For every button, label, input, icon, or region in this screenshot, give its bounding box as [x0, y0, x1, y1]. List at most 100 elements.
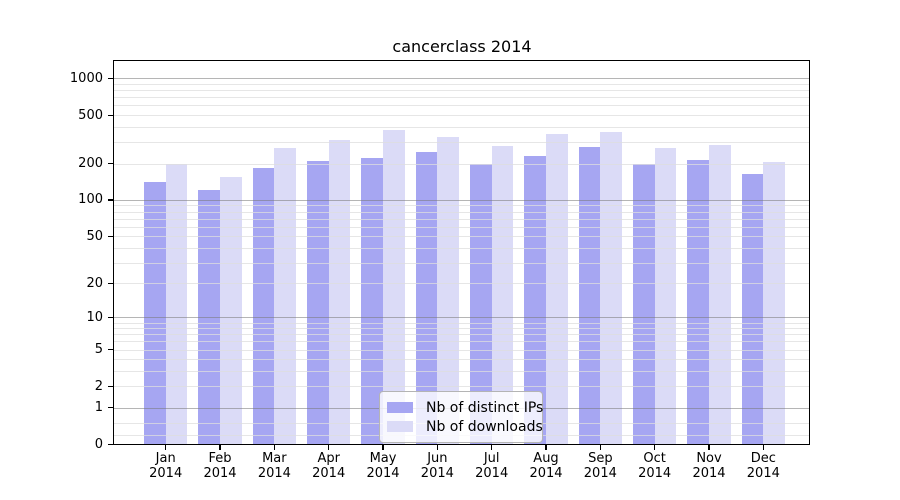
x-tick-label-month: Mar: [262, 451, 287, 466]
y-tick-label: 100: [78, 192, 103, 208]
bar-downloads-dec: [763, 162, 786, 445]
gridline-minor: [113, 359, 810, 361]
y-tick-mark: [108, 407, 113, 409]
gridline-minor: [113, 97, 810, 99]
bar-ips-dec: [741, 173, 764, 445]
gridline-minor: [113, 236, 810, 238]
gridline-minor: [113, 334, 810, 336]
gridline-minor: [113, 262, 810, 264]
x-tick-mark: [273, 445, 275, 450]
x-tick-mark: [491, 445, 493, 450]
x-tick-label-year: 2014: [203, 466, 237, 481]
x-tick-label-month: Jan: [155, 451, 176, 466]
legend-swatch-downloads: [387, 421, 413, 432]
gridline-major: [113, 317, 810, 319]
x-tick-label-month: Sep: [588, 451, 613, 466]
legend: Nb of distinct IPs Nb of downloads: [379, 391, 543, 443]
bar-downloads-sep: [600, 131, 623, 445]
x-tick-label-year: 2014: [475, 466, 509, 481]
y-tick-label: 50: [86, 228, 103, 244]
x-tick-label-month: Nov: [696, 451, 722, 466]
x-tick-mark: [328, 445, 330, 450]
gridline-minor: [113, 341, 810, 343]
bar-ips-may: [361, 158, 383, 445]
x-tick-mark: [165, 445, 167, 450]
gridline-minor: [113, 105, 810, 107]
bar-ips-apr: [306, 160, 329, 445]
x-tick-label-year: 2014: [312, 466, 346, 481]
x-tick-label-month: Oct: [643, 451, 666, 466]
gridline-minor: [113, 283, 810, 285]
bar-downloads-may: [383, 129, 405, 445]
gridline-minor: [113, 322, 810, 324]
legend-row-distinct-ips: Nb of distinct IPs: [387, 398, 543, 417]
y-tick-mark: [108, 199, 113, 201]
x-tick-mark: [708, 445, 710, 450]
x-tick-mark: [599, 445, 601, 450]
y-tick-mark: [108, 77, 113, 80]
y-tick-label: 20: [86, 275, 103, 291]
gridline-minor: [113, 218, 810, 220]
gridline-major: [113, 78, 810, 80]
bar-downloads-jun: [437, 137, 460, 445]
x-tick-label-year: 2014: [257, 466, 291, 481]
bar-downloads-jul: [491, 145, 514, 445]
bar-ips-jul: [469, 163, 492, 445]
y-tick-mark: [108, 349, 113, 351]
x-tick-label-year: 2014: [746, 466, 780, 481]
gridline-minor: [113, 371, 810, 373]
bar-downloads-apr: [328, 139, 351, 445]
y-tick-mark: [108, 316, 113, 319]
y-tick-label: 2: [94, 378, 103, 394]
x-tick-label-month: Aug: [533, 451, 559, 466]
gridline-minor: [113, 90, 810, 92]
gridline-minor: [113, 247, 810, 249]
gridline-minor: [113, 142, 810, 144]
bar-downloads-oct: [654, 147, 677, 445]
gridline-minor: [113, 84, 810, 86]
gridline-major: [113, 199, 810, 201]
legend-label: Nb of distinct IPs: [426, 399, 544, 416]
bar-downloads-aug: [546, 133, 568, 445]
x-tick-label-month: Dec: [750, 451, 776, 466]
y-tick-label: 1000: [69, 70, 103, 86]
y-tick-mark: [108, 235, 113, 237]
y-tick-label: 1: [94, 400, 103, 416]
chart-title: cancerclass 2014: [392, 37, 532, 56]
x-tick-label-year: 2014: [420, 466, 454, 481]
x-tick-label-year: 2014: [583, 466, 617, 481]
x-tick-mark: [382, 445, 384, 450]
gridline-minor: [113, 205, 810, 207]
x-tick-mark: [654, 445, 656, 450]
x-tick-mark: [762, 445, 764, 450]
gridline-minor: [113, 328, 810, 330]
y-tick-mark: [108, 114, 113, 116]
bar-downloads-jan: [165, 163, 188, 445]
y-tick-mark: [108, 163, 113, 165]
bar-downloads-nov: [709, 144, 731, 445]
legend-label: Nb of downloads: [426, 418, 543, 435]
y-tick-label: 10: [86, 309, 103, 325]
gridline-minor: [113, 226, 810, 228]
y-tick-label: 200: [78, 156, 103, 171]
x-tick-label-month: Jul: [483, 451, 500, 466]
gridline-minor: [113, 211, 810, 213]
bar-downloads-feb: [220, 176, 242, 445]
x-tick-mark: [219, 445, 221, 450]
x-tick-label-month: Jun: [427, 451, 448, 466]
y-tick-mark: [108, 444, 113, 446]
x-tick-label-year: 2014: [692, 466, 726, 481]
y-tick-label: 0: [94, 437, 103, 452]
legend-swatch-distinct-ips: [387, 402, 413, 413]
x-tick-label-month: May: [369, 451, 397, 466]
gridline-minor: [113, 349, 810, 351]
y-tick-mark: [108, 282, 113, 284]
x-tick-label-year: 2014: [366, 466, 400, 481]
bar-ips-sep: [578, 146, 601, 445]
x-tick-mark: [436, 445, 438, 450]
bar-ips-aug: [524, 156, 546, 445]
x-tick-label-year: 2014: [149, 466, 183, 481]
x-tick-label-month: Feb: [208, 451, 232, 466]
bar-ips-oct: [632, 163, 655, 445]
